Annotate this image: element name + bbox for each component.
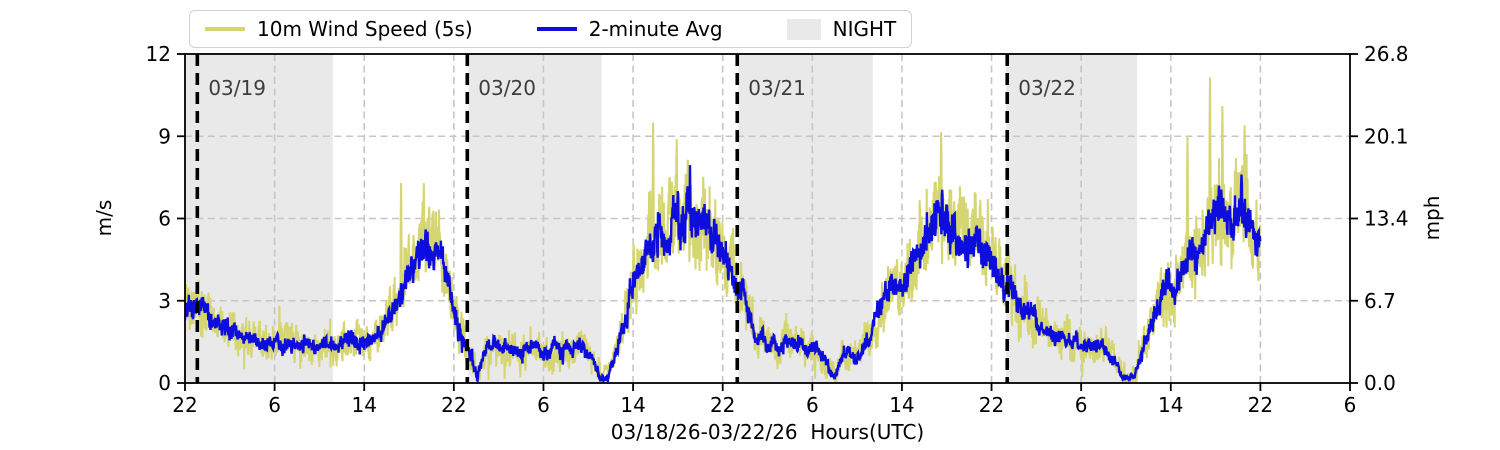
- x-tick-label: 14: [1158, 393, 1183, 417]
- legend-item-2min-avg: 2-minute Avg: [536, 17, 723, 41]
- y-left-tick-label: 12: [146, 42, 171, 66]
- legend-label-2min-avg: 2-minute Avg: [588, 17, 723, 41]
- y-left-tick-label: 3: [158, 289, 171, 313]
- y-left-tick-label: 6: [158, 207, 171, 231]
- y-axis-label-right: mph: [1420, 195, 1444, 241]
- y-left-tick-label: 9: [158, 124, 171, 148]
- x-tick-label: 6: [537, 393, 550, 417]
- y-right-tick-label: 13.4: [1364, 207, 1409, 231]
- avg-2min-swatch-icon: [536, 27, 577, 31]
- y-right-tick-label: 0.0: [1364, 371, 1396, 395]
- x-tick-label: 14: [352, 393, 377, 417]
- day-label: 03/21: [748, 76, 806, 100]
- x-tick-label: 6: [1344, 393, 1357, 417]
- y-right-tick-label: 6.7: [1364, 289, 1396, 313]
- day-label: 03/19: [208, 76, 266, 100]
- x-tick-label: 14: [620, 393, 645, 417]
- x-tick-label: 6: [1075, 393, 1088, 417]
- legend-item-wind-5s: 10m Wind Speed (5s): [205, 19, 473, 39]
- y-right-tick-label: 20.1: [1364, 124, 1409, 148]
- y-right-tick-label: 26.8: [1364, 42, 1409, 66]
- x-tick-label: 14: [889, 393, 914, 417]
- x-tick-label: 22: [441, 393, 466, 417]
- wind-2min-avg-line: [185, 165, 1262, 383]
- data-series: [185, 77, 1262, 383]
- legend-label-wind-5s: 10m Wind Speed (5s): [257, 17, 473, 41]
- legend-label-night: NIGHT: [832, 17, 897, 41]
- x-tick-label: 22: [172, 393, 197, 417]
- legend-item-night: NIGHT: [786, 17, 897, 41]
- night-swatch-icon: [786, 18, 821, 40]
- legend: 10m Wind Speed (5s) 2-minute Avg NIGHT: [189, 10, 913, 48]
- tick-labels: 22 6 14 22 6 14 22 6 14 22 6 14 22 6 0 3 6 9 12 0.0 6.7 13.4 2…: [146, 42, 1409, 417]
- x-tick-label: 6: [806, 393, 819, 417]
- y-left-tick-label: 0: [158, 371, 171, 395]
- x-tick-label: 22: [1248, 393, 1273, 417]
- day-label: 03/20: [478, 76, 536, 100]
- x-tick-label: 22: [710, 393, 735, 417]
- x-axis-label: 03/18/26-03/22/26 Hours(UTC): [610, 420, 925, 444]
- x-tick-label: 22: [979, 393, 1004, 417]
- axis-ticks: [177, 53, 1358, 391]
- day-label: 03/22: [1018, 76, 1076, 100]
- wind-5s-swatch-icon: [205, 27, 245, 31]
- x-tick-label: 6: [268, 393, 281, 417]
- day-boundary-lines: [195, 54, 1010, 383]
- y-axis-label-left: m/s: [92, 199, 116, 237]
